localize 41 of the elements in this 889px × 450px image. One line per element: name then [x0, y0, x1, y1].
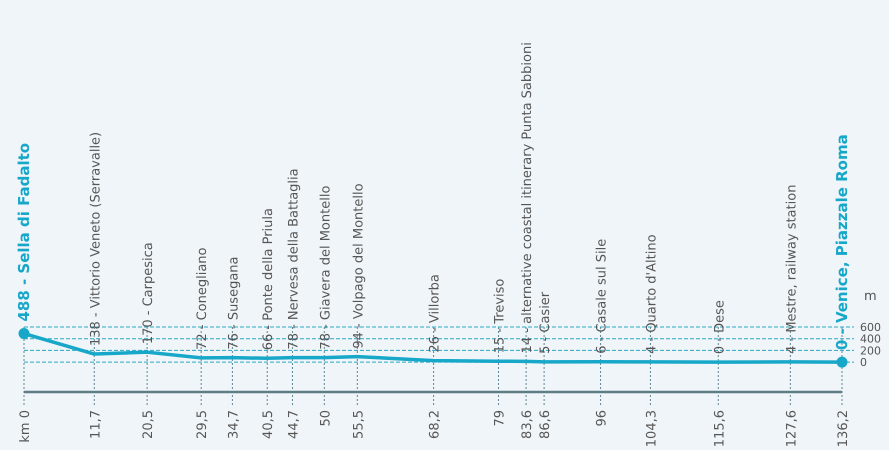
annotation: 170 - Carpesica: [141, 242, 156, 344]
annotation: 76 - Susegana: [226, 256, 242, 350]
x-tick-label: 127,6: [784, 410, 800, 448]
x-tick-label: 11,7: [88, 410, 104, 439]
x-tick-label: 34,7: [226, 410, 242, 439]
annotation: 138 - Vittorio Veneto (Serravalle): [88, 132, 104, 346]
x-tick-label: 136,2: [836, 410, 851, 448]
annotation: 78 - Giavera del Montello: [318, 186, 334, 350]
x-tick-label: 96: [594, 410, 610, 427]
x-tick-label: 79: [492, 410, 508, 427]
annotation: 78 - Nervesa della Battaglia: [286, 168, 302, 350]
y-tick-label: 600: [860, 321, 881, 334]
x-tick-label: 83,6: [520, 410, 536, 439]
y-tick-label: 200: [860, 344, 881, 358]
annotation: 14 - alternative coastal itinerary Punta Sabbioni: [520, 42, 536, 354]
annotation: 66 - Ponte della Priula: [261, 208, 276, 350]
x-tick-label: 50: [318, 410, 334, 427]
annotation: 4 - Mestre, railway station: [784, 184, 800, 354]
annotation: 94 - Volpago del Montello: [351, 183, 366, 349]
x-tick-label: 68,2: [428, 410, 443, 439]
annotation: 26 - Villorba: [428, 274, 443, 353]
x-tick-label: km 0: [18, 410, 33, 443]
annotation: 6 - Casale sul Sile: [594, 238, 610, 354]
annotation: 4 - Quarto d'Altino: [644, 234, 660, 354]
annotation: 488 - Sella di Fadalto: [15, 142, 33, 322]
x-tick-label: 55,5: [351, 410, 366, 439]
annotation: 72 - Conegliano: [195, 247, 210, 350]
x-tick-label: 115,6: [712, 410, 728, 448]
x-tick-label: 20,5: [141, 410, 156, 439]
y-tick-label: 400: [860, 332, 881, 346]
annotation: 15 - Treviso: [492, 278, 508, 354]
x-tick-label: 29,5: [195, 410, 210, 439]
y-axis-title: m: [864, 289, 877, 304]
x-tick-label: 104,3: [644, 410, 660, 448]
x-tick-label: 40,5: [261, 410, 276, 439]
y-tick-label: 0: [860, 356, 867, 370]
x-tick-label: 44,7: [286, 410, 302, 439]
annotation: 0 - Venice, Piazzale Roma: [833, 134, 851, 350]
annotation: 0 - Dese: [712, 300, 728, 354]
x-tick-label: 86,6: [538, 410, 554, 439]
annotation: 5 - Casier: [538, 291, 554, 354]
